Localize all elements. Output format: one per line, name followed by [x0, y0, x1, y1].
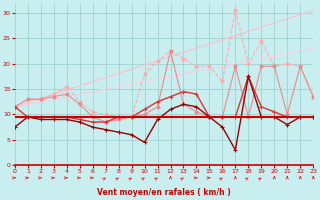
X-axis label: Vent moyen/en rafales ( km/h ): Vent moyen/en rafales ( km/h ) [97, 188, 231, 197]
